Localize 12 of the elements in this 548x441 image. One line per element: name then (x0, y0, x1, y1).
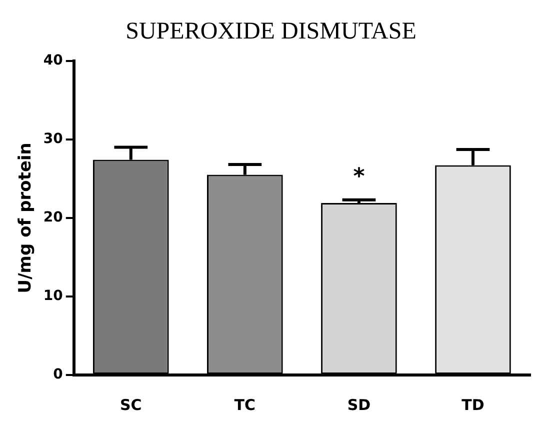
y-tick-label: 10 (43, 288, 64, 304)
annotation: * (353, 164, 366, 190)
y-tick-label: 30 (43, 130, 64, 147)
x-tick-label: TD (462, 396, 484, 414)
chart-title: SUPEROXIDE DISMUTASE (126, 18, 416, 45)
x-tick-label: TC (234, 396, 256, 414)
y-tick-label: 40 (43, 52, 64, 68)
y-tick-label: 0 (53, 366, 64, 383)
x-tick-label: SD (347, 396, 371, 414)
y-axis-title: U/mg of protein (16, 142, 36, 294)
y-tick-label: 20 (43, 210, 64, 226)
x-tick-label: SC (120, 396, 142, 414)
